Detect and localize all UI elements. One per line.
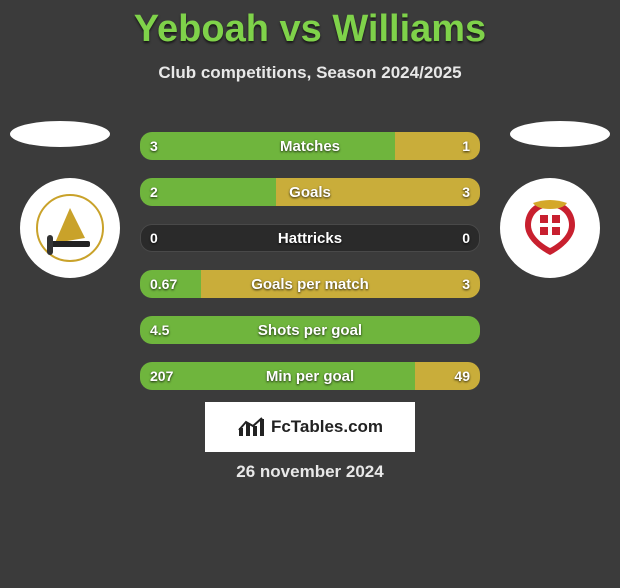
team-crest-left-icon xyxy=(35,193,105,263)
subtitle: Club competitions, Season 2024/2025 xyxy=(0,63,620,83)
player-left-name: Yeboah xyxy=(134,8,269,50)
stat-value-right: 0 xyxy=(462,224,470,252)
team-crest-right-icon xyxy=(515,193,585,263)
brand-text: FcTables.com xyxy=(271,417,383,437)
vs-word: vs xyxy=(280,8,322,50)
stat-bar-right xyxy=(395,132,480,160)
player-right-name: Williams xyxy=(332,8,486,50)
stat-bar-right xyxy=(276,178,480,206)
stat-bar-left xyxy=(140,362,415,390)
stat-value-left: 0 xyxy=(150,224,158,252)
stat-bar-right xyxy=(415,362,480,390)
brand-chart-icon xyxy=(237,416,265,438)
oval-decor-right xyxy=(510,121,610,147)
stat-bar-right xyxy=(201,270,480,298)
team-logo-right xyxy=(500,178,600,278)
stat-row: Hattricks0 0 xyxy=(140,224,480,252)
stat-bar-left xyxy=(140,316,480,344)
stat-row: Matches31 xyxy=(140,132,480,160)
stat-row: Shots per goal4.5 xyxy=(140,316,480,344)
oval-decor-left xyxy=(10,121,110,147)
comparison-bars: Matches31 Goals23 Hattricks0 0 Goals per mat… xyxy=(140,132,480,408)
stat-row: Goals per match0.673 xyxy=(140,270,480,298)
brand-badge: FcTables.com xyxy=(205,402,415,452)
stat-label: Hattricks xyxy=(140,224,480,252)
date-text: 26 november 2024 xyxy=(0,462,620,482)
team-logo-left xyxy=(20,178,120,278)
stat-bar-left xyxy=(140,132,395,160)
stat-row: Min per goal20749 xyxy=(140,362,480,390)
page-title: Yeboah vs Williams xyxy=(0,8,620,51)
stat-row: Goals23 xyxy=(140,178,480,206)
stat-bar-left xyxy=(140,178,276,206)
stat-bar-left xyxy=(140,270,201,298)
